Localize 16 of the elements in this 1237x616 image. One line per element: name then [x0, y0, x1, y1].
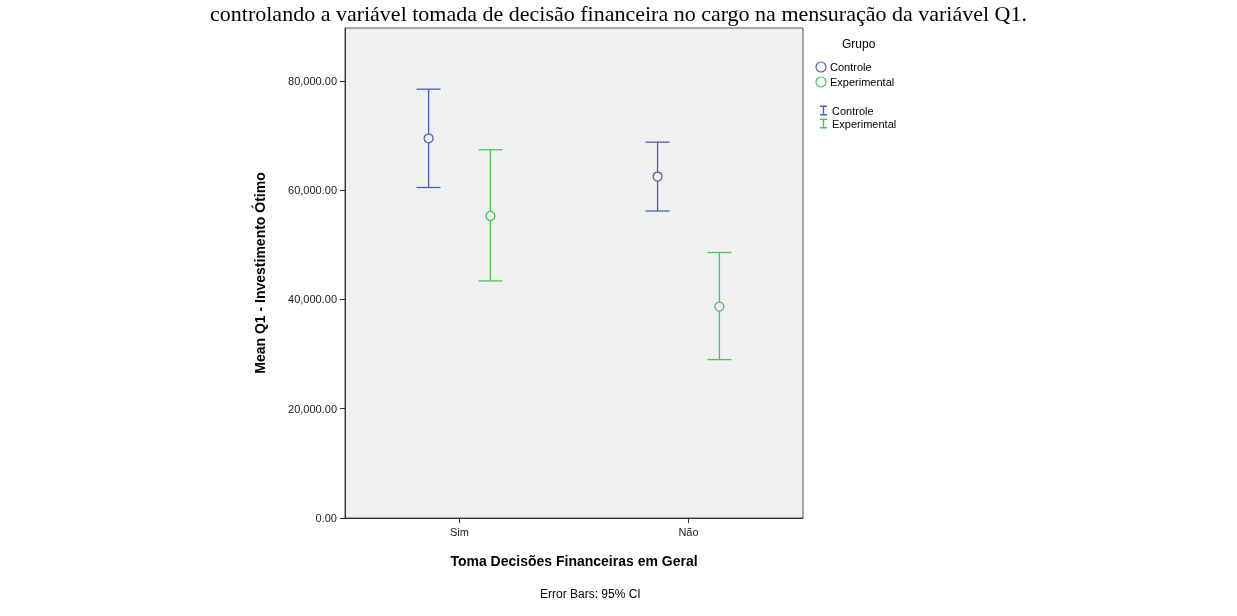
- x-tick-label: Não: [678, 525, 699, 538]
- text: Experimental: [830, 75, 895, 88]
- y-tick-label: 60,000.00: [288, 184, 337, 197]
- legend-label: Experimental: [832, 117, 897, 130]
- y-axis-title: Mean Q1 - Investimento Ótimo: [251, 172, 268, 374]
- chart-title: controlando a variável tomada de decisão financeira no cargo na mensuração da variável Q1.: [210, 0, 1027, 26]
- x-axis-title: Toma Decisões Financeiras em Geral: [450, 553, 698, 569]
- text: Error Bars: 95% CI: [540, 587, 641, 601]
- y-tick-label: 40,000.00: [288, 293, 337, 306]
- text: Controle: [830, 60, 872, 73]
- legend-title: Grupo: [842, 37, 876, 51]
- legend-label: Controle: [832, 104, 874, 117]
- y-tick-label: 0.00: [315, 512, 337, 524]
- y-tick-label: 80,000.00: [288, 74, 337, 87]
- y-tick-label: 20,000.00: [288, 402, 337, 415]
- x-tick-label: Sim: [450, 525, 469, 538]
